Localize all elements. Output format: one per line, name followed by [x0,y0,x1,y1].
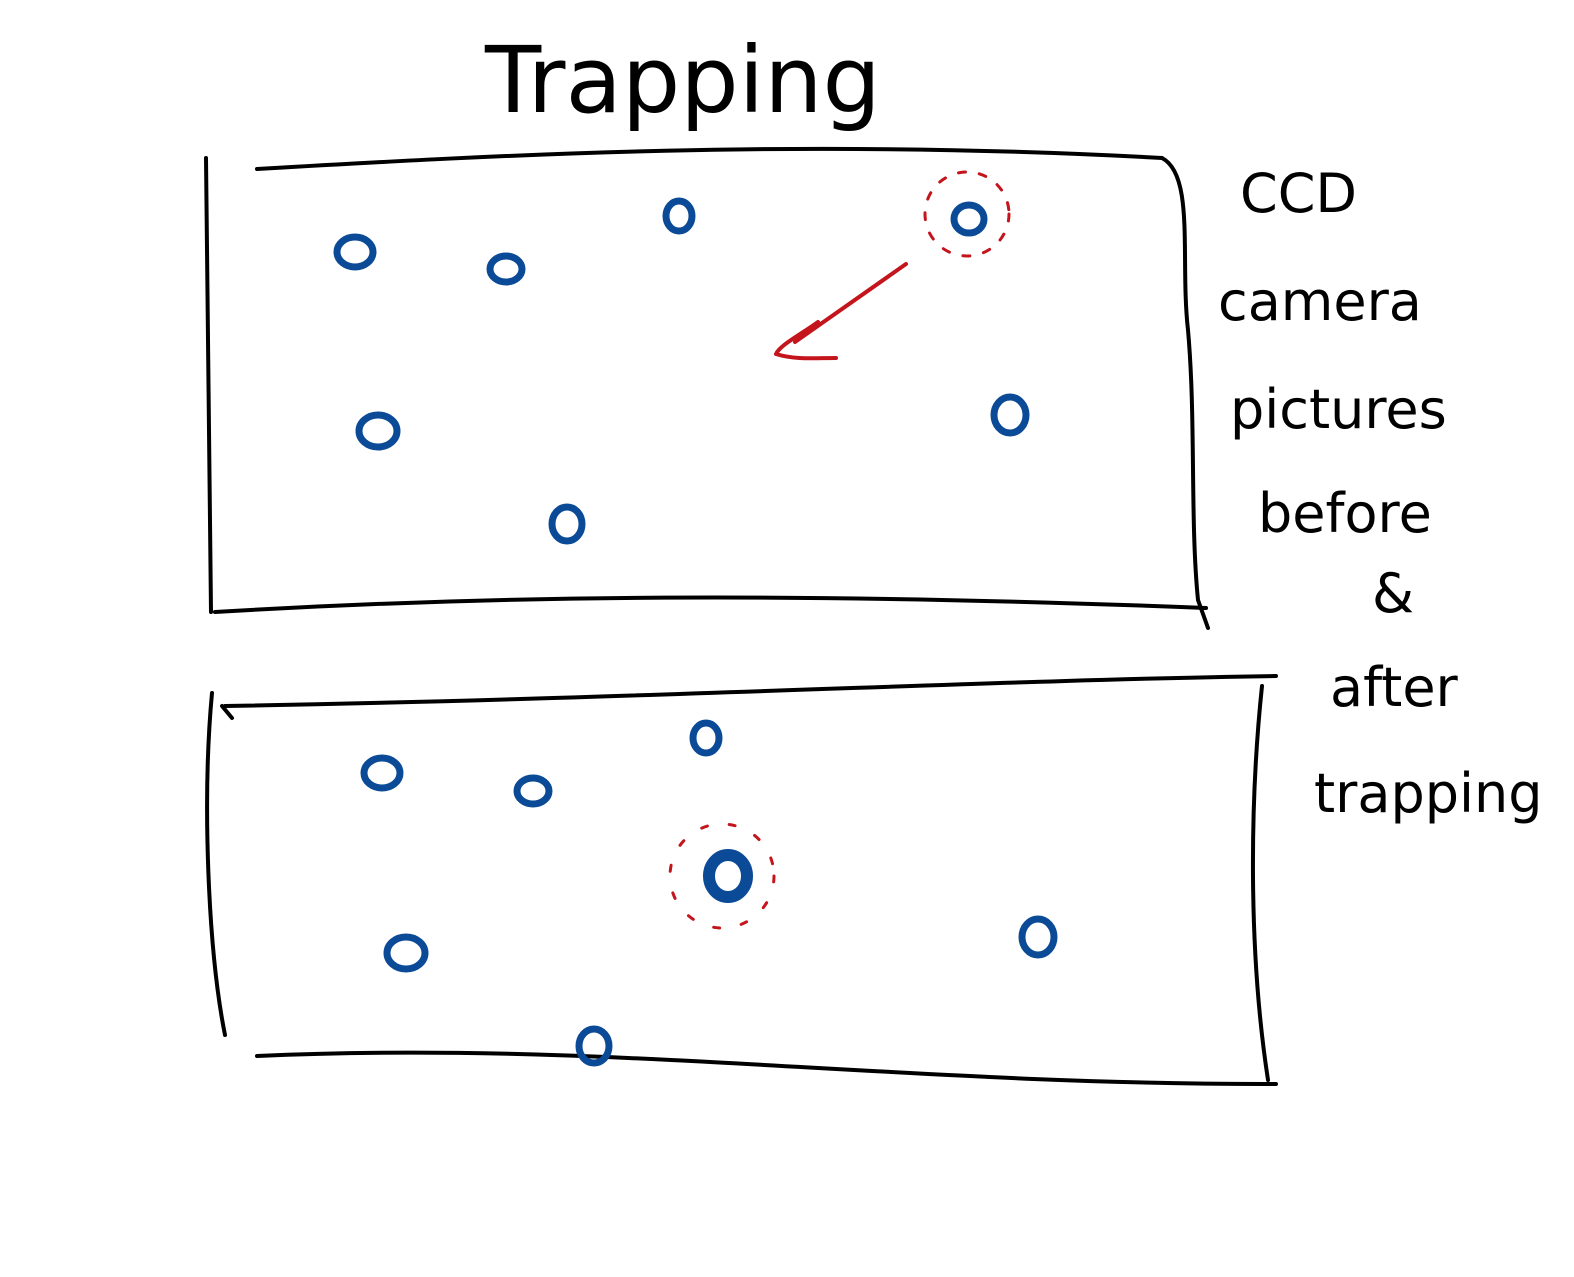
particle [513,774,553,808]
side-note-line: CCD [1240,162,1357,225]
panel-after [205,674,1278,1087]
particle [486,252,526,286]
side-note-line: before [1258,482,1432,545]
panel-before [204,146,1210,630]
trap-arrow-icon [774,262,908,361]
particle [575,1025,613,1067]
particle [662,197,696,235]
side-note-line: & [1372,562,1414,625]
side-note-line: pictures [1230,378,1447,441]
particle [990,393,1030,437]
highlighted-particle [923,170,1011,258]
panel-after-frame [205,674,1278,1087]
highlighted-particle [668,822,776,930]
particle [548,503,586,545]
side-note-line: trapping [1314,762,1543,825]
side-note-line: camera [1218,270,1422,333]
side-note: CCD camera pictures before & after trapp… [1218,162,1543,825]
particle [1018,915,1058,959]
title: Trapping [484,27,881,134]
particle [383,933,429,973]
panel-before-frame [204,146,1210,630]
particle [355,411,401,451]
particle [360,754,404,792]
side-note-line: after [1330,656,1459,719]
particle [333,233,377,271]
particle [689,719,723,757]
